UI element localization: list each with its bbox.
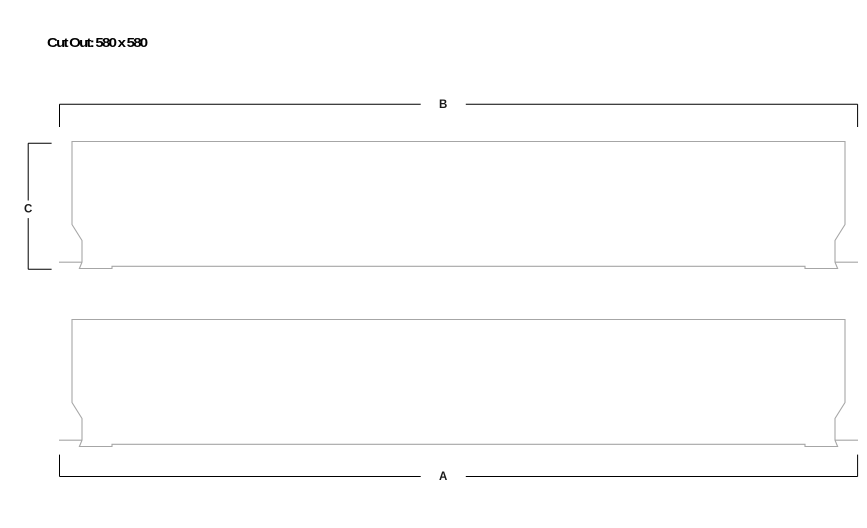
svg-text:A: A — [439, 471, 447, 483]
svg-text:C: C — [24, 204, 32, 216]
svg-text:B: B — [439, 99, 447, 111]
